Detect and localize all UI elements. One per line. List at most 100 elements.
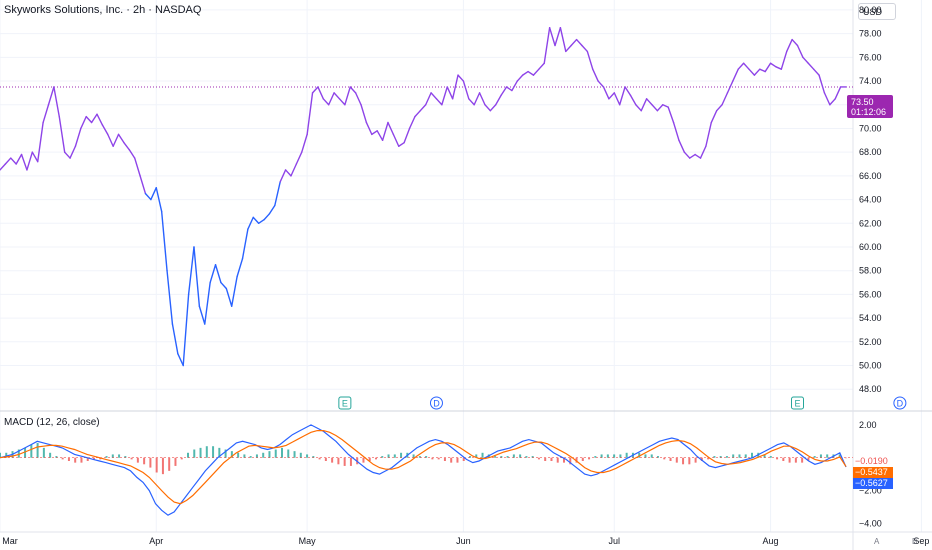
price-line-segment [96,113,104,126]
macd-histogram-bar [431,457,434,460]
macd-histogram-bar [675,457,678,463]
price-line-segment [37,121,44,163]
time-tick-label: Jul [609,536,621,546]
price-line-segment [85,115,93,124]
macd-histogram-bar [143,457,146,465]
macd-histogram-bar [556,457,559,463]
price-line-segment [457,74,465,82]
macd-histogram-bar [537,457,540,460]
macd-histogram-bar [569,457,572,465]
time-tick-label: Sep [913,536,929,546]
macd-histogram-bar [237,452,240,458]
price-line-segment [543,27,551,64]
macd-histogram-bar [456,457,459,463]
price-series [0,27,847,367]
auto-scale-button[interactable]: A [874,537,880,546]
price-line-segment [662,104,669,108]
price-tick-label: 50.00 [859,361,882,371]
price-line-segment [484,104,492,112]
price-line-segment [818,74,826,94]
price-tick-label: 78.00 [859,29,882,39]
price-line-segment [753,68,761,76]
price-line-segment [699,145,707,159]
macd-histogram-bar [475,454,478,458]
time-tick-label: Apr [149,536,163,546]
macd-histogram-bar [494,456,497,458]
macd-axis: 2.00 −2.00 −4.00 [859,420,882,529]
price-line-segment [554,27,562,47]
macd-title[interactable]: MACD (12, 26, close) [4,417,100,428]
macd-histogram-bar [224,449,227,458]
price-line-segment [635,104,642,112]
price-line-segment [775,66,783,70]
price-line-segment [796,44,804,59]
macd-histogram-bar [268,451,271,458]
price-line-segment [602,86,610,100]
price-line-segment [360,104,368,124]
price-line-segment [446,86,454,100]
price-line-segment [47,86,55,106]
earnings-marker [338,396,352,410]
price-line-segment [802,56,809,64]
price-line-segment [58,115,66,153]
price-line-segment [592,68,599,82]
price-line-segment [74,127,82,147]
macd-histogram-bar [368,457,371,461]
price-line-segment [705,121,712,147]
price-line-segment [69,145,77,159]
price-line-segment [53,86,60,118]
price-line-segment [532,68,540,76]
macd-histogram-bar [375,457,377,460]
macd-histogram-bar [281,447,283,458]
macd-histogram-bar [324,457,327,461]
price-line-segment [645,98,653,106]
macd-histogram-bar [581,457,584,461]
price-line-segment [575,38,583,47]
price-line-segment [155,187,163,213]
price-line-segment [495,94,502,106]
macd-histogram-bar [55,456,58,458]
macd-histogram-bar [450,457,453,463]
dividend-marker [429,396,443,410]
macd-histogram-bar [337,457,340,465]
macd-histogram-bar [193,449,196,458]
price-line-segment [451,74,459,100]
macd-histogram-bar [130,457,133,460]
macd-histogram-bar [312,456,315,458]
price-line-segment [392,133,400,147]
macd-histogram-bar [174,457,177,466]
macd-histogram-bar [700,457,703,461]
macd-histogram-bar [506,456,509,458]
macd-histogram-bar [74,457,77,463]
price-line-segment [791,38,799,47]
price-line-segment [414,109,422,118]
macd-histogram-bar [437,457,440,460]
price-line-segment [112,133,120,147]
price-line-segment [505,86,513,92]
macd-histogram-bar [744,454,747,458]
price-line-segment [462,80,470,100]
price-line-segment [597,80,605,88]
price-line-segment [710,109,718,124]
price-tick-label: 58.00 [859,266,882,276]
macd-histogram-bar [725,456,728,458]
macd-histogram-bar [381,456,384,458]
price-line-segment [311,86,319,94]
macd-histogram-bar [688,457,691,465]
price-line-segment [511,80,518,92]
macd-histogram-bar [400,452,403,458]
macd-histogram-bar [393,454,396,458]
price-line-segment [764,62,772,73]
macd-histogram-bar [657,456,659,458]
time-tick-label: May [299,536,317,546]
price-line-segment [279,169,287,183]
macd-tick-label: 2.00 [859,420,877,430]
price-line-segment [338,98,346,106]
price-line-segment [263,213,271,221]
log-scale-button[interactable]: B [912,537,918,546]
time-tick-label: Aug [763,536,779,546]
currency-selector[interactable]: USD [858,3,896,20]
price-tick-label: 60.00 [859,242,882,252]
price-line-segment [177,352,184,367]
